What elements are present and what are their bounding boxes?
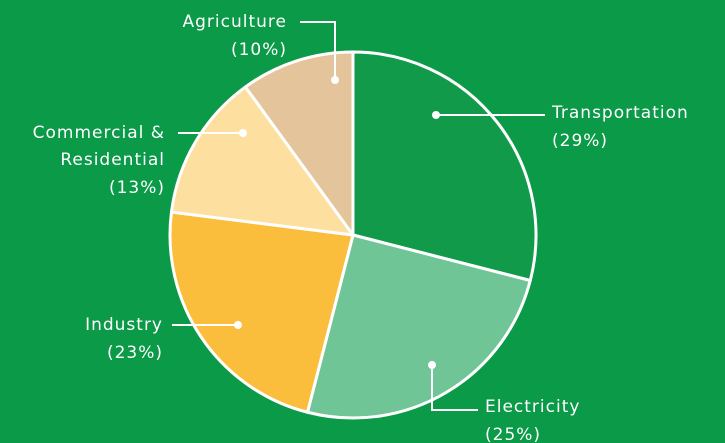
leader-dot bbox=[234, 321, 242, 329]
leader-dot bbox=[432, 111, 440, 119]
value-label: (23%) bbox=[107, 343, 163, 363]
pie-slice bbox=[169, 85, 355, 237]
leader-dot bbox=[239, 129, 247, 137]
category-label: Agriculture bbox=[183, 12, 288, 32]
category-label: Industry bbox=[85, 315, 163, 335]
category-label-line: Commercial & bbox=[33, 123, 165, 143]
leader-line bbox=[431, 365, 478, 411]
value-label: (13%) bbox=[109, 178, 165, 198]
category-label-line: Electricity bbox=[485, 397, 580, 417]
leader-line bbox=[300, 21, 336, 80]
category-label-line: Industry bbox=[85, 315, 163, 335]
category-label: Commercial & Residential bbox=[33, 123, 165, 170]
pie-slice bbox=[168, 210, 355, 414]
category-label-line: Residential bbox=[60, 150, 165, 170]
value-label: (25%) bbox=[485, 425, 541, 443]
value-label: (10%) bbox=[231, 40, 287, 60]
category-label: Electricity bbox=[485, 397, 580, 417]
leader-dot bbox=[331, 76, 339, 84]
pie-slice bbox=[305, 233, 532, 420]
category-label-line: Agriculture bbox=[183, 12, 288, 32]
pie-slice bbox=[351, 50, 538, 283]
pie-slice bbox=[243, 50, 355, 237]
category-label-line: Transportation bbox=[551, 103, 689, 123]
leader-dot bbox=[428, 361, 436, 369]
category-label: Transportation bbox=[551, 103, 689, 123]
value-label: (29%) bbox=[552, 131, 608, 151]
